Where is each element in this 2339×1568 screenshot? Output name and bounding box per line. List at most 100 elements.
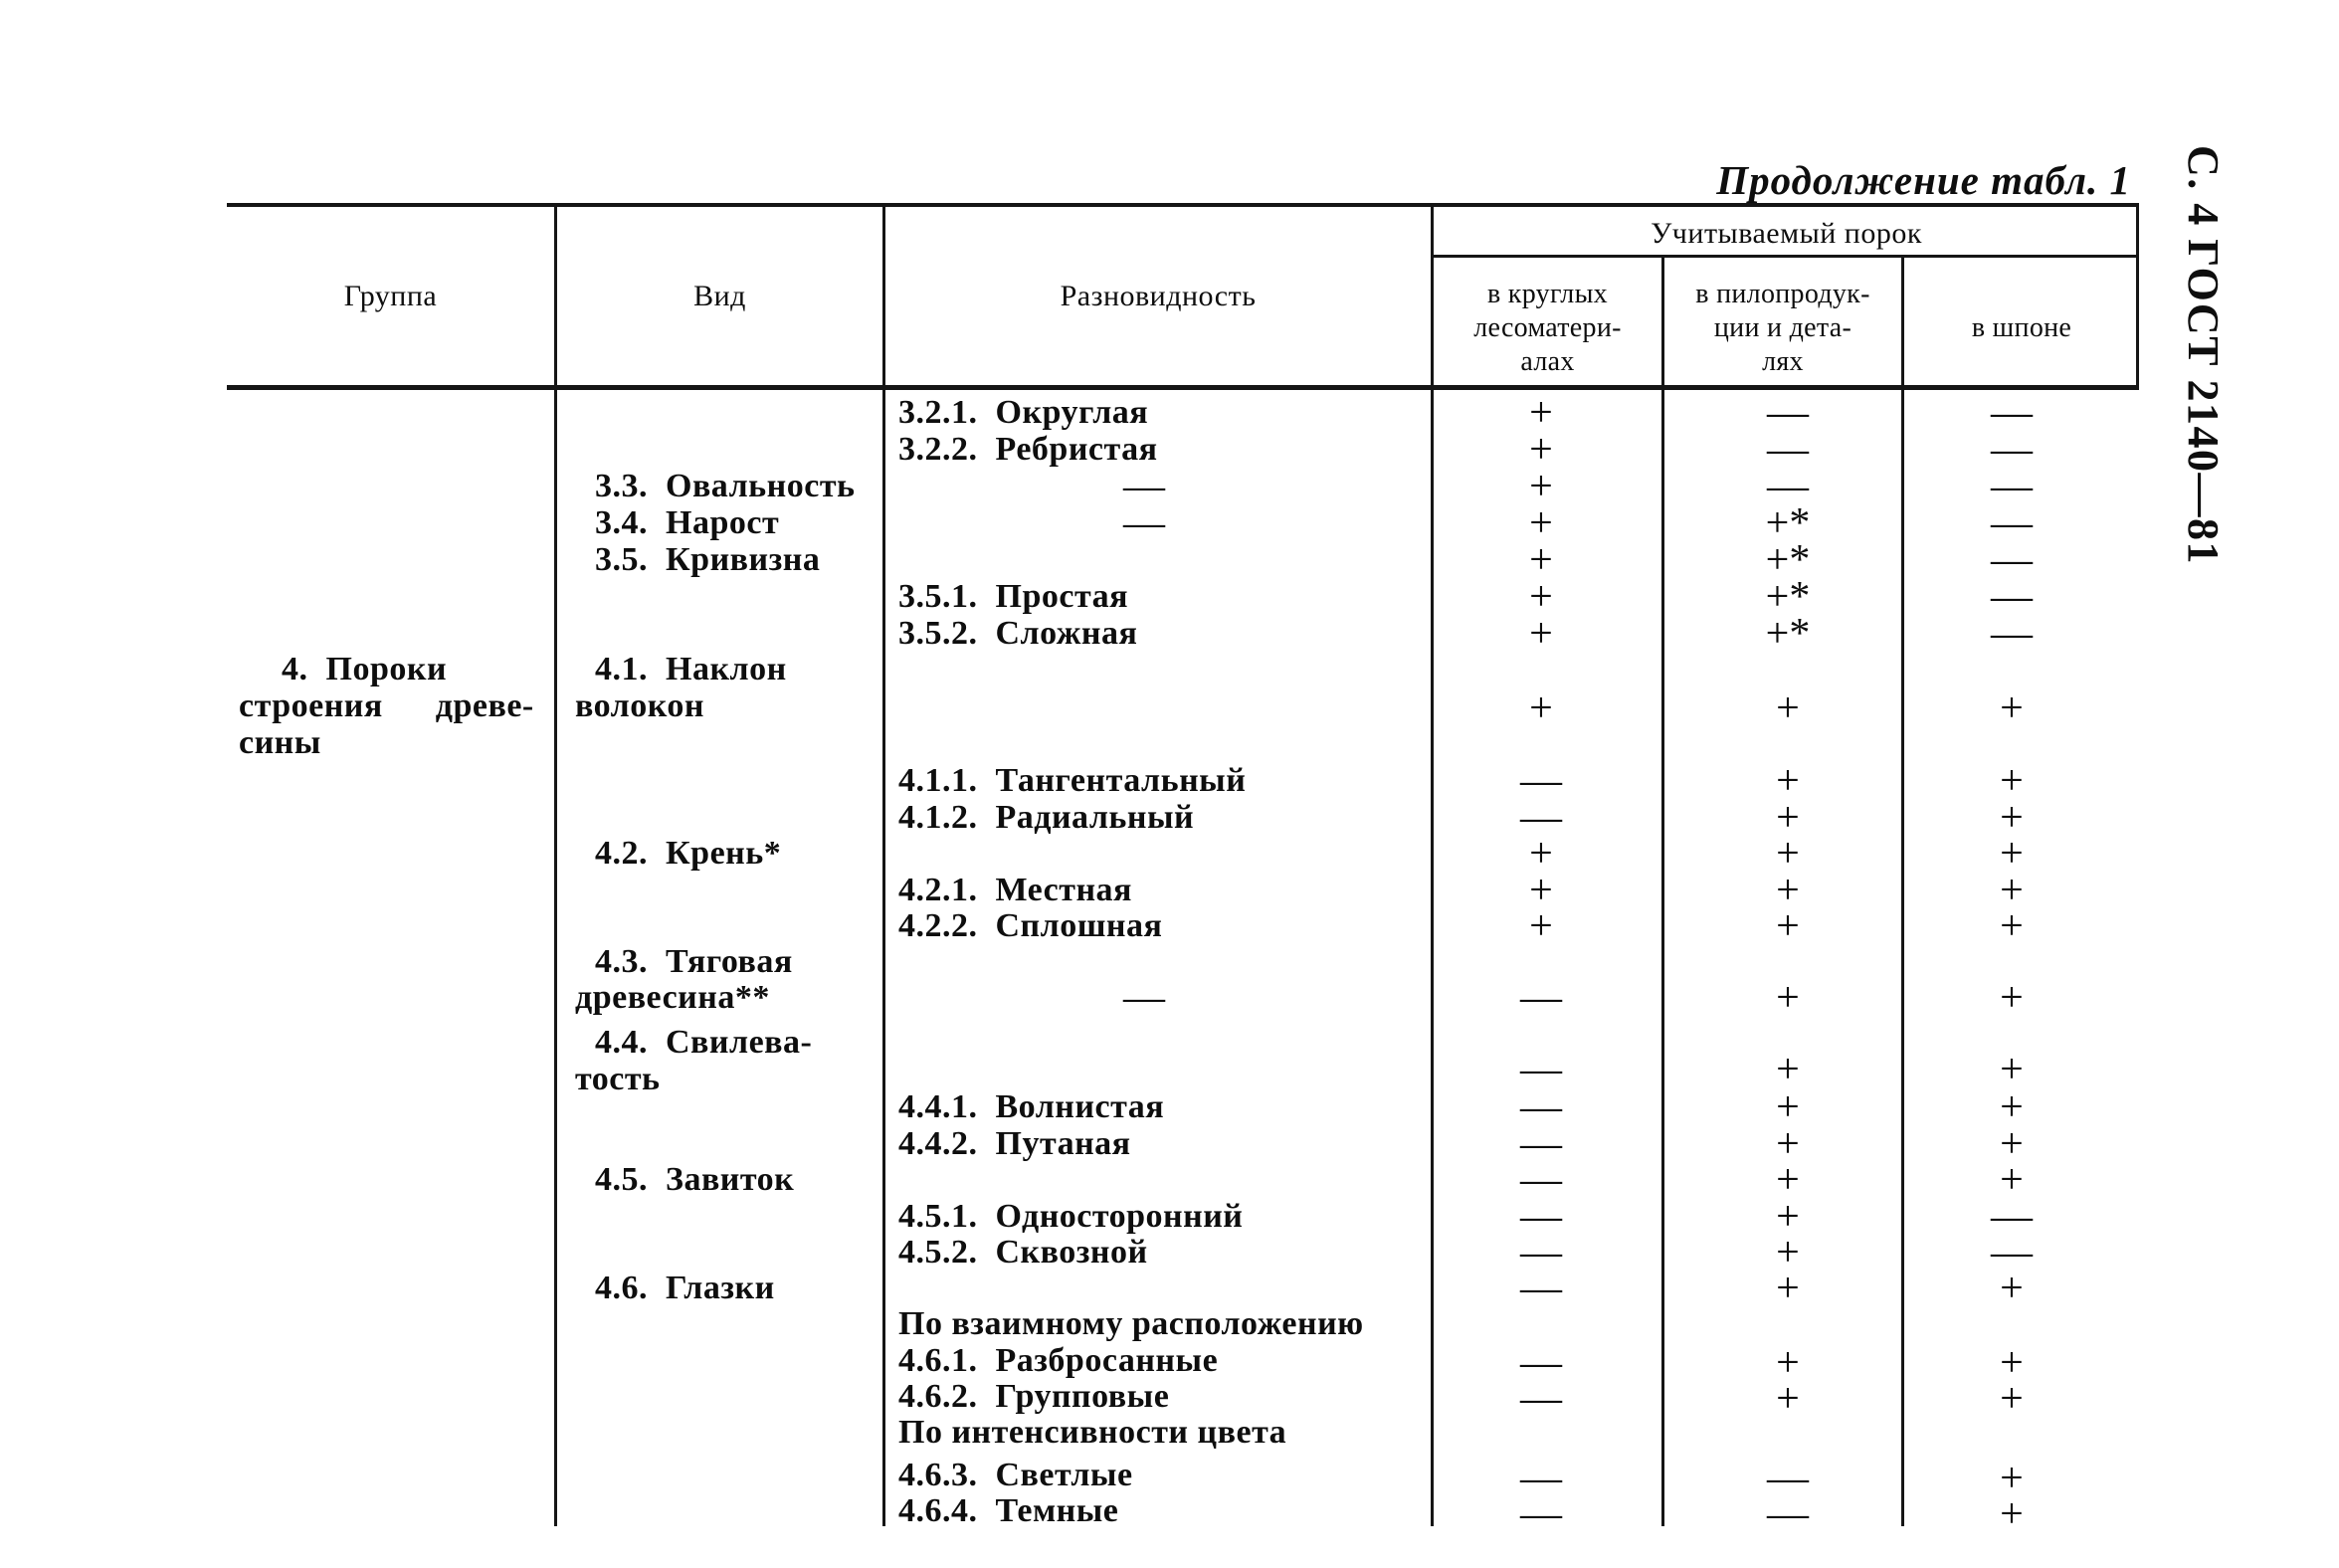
defect-mark-round-timber: — <box>1520 1340 1562 1386</box>
defect-mark-round-timber: — <box>1520 758 1562 804</box>
defect-mark-veneer: + <box>2000 1376 2024 1422</box>
defect-mark-sawn-products: + <box>1776 1084 1800 1130</box>
variety-cell-line: 4.6.4. Темные <box>898 1492 1119 1529</box>
kind-cell-line: 4.5. Завиток <box>595 1161 795 1198</box>
defect-mark-veneer: + <box>2000 1456 2024 1501</box>
column-header-round-timber-line2: лесоматери- <box>1473 312 1622 343</box>
page-side-label: С. 4 ГОСТ 2140—81 <box>2179 145 2228 566</box>
defect-mark-round-timber: — <box>1520 975 1562 1021</box>
defect-mark-round-timber: — <box>1520 1121 1562 1167</box>
defect-mark-round-timber: — <box>1520 1456 1562 1501</box>
kind-cell-line: 4.1. Наклон <box>595 651 787 687</box>
variety-cell-line: 4.6.2. Групповые <box>898 1378 1170 1415</box>
defect-mark-veneer: — <box>1991 1194 2033 1240</box>
variety-cell-line: 4.2.2. Сплошная <box>898 907 1163 944</box>
defect-mark-round-timber: + <box>1529 831 1553 877</box>
kind-cell-line: древесина** <box>575 979 770 1016</box>
defect-mark-sawn-products: + <box>1776 868 1800 913</box>
defect-mark-veneer: + <box>2000 1340 2024 1386</box>
defect-mark-veneer: — <box>1991 390 2033 436</box>
kind-cell-line: волокон <box>575 687 704 724</box>
defect-mark-sawn-products: — <box>1767 427 1809 473</box>
defect-mark-veneer: + <box>2000 903 2024 949</box>
variety-cell-line: 4.1.1. Тангентальный <box>898 762 1247 799</box>
defect-mark-round-timber: + <box>1529 464 1553 509</box>
variety-cell-line: 4.5.2. Сквозной <box>898 1234 1148 1271</box>
column-header-sawn-products-line3: лях <box>1762 346 1804 377</box>
defect-mark-sawn-products: + <box>1776 758 1800 804</box>
column-header-round-timber-line1: в круглых <box>1486 279 1608 309</box>
defect-mark-sawn-products: + <box>1776 1376 1800 1422</box>
defect-mark-round-timber: — <box>1520 1047 1562 1092</box>
defect-header-underline <box>1433 255 2139 258</box>
defect-mark-sawn-products: + <box>1776 1121 1800 1167</box>
kind-cell-line: 3.5. Кривизна <box>595 541 821 578</box>
defect-mark-round-timber: — <box>1520 1230 1562 1275</box>
defect-mark-veneer: — <box>1991 500 2033 546</box>
defect-mark-sawn-products: — <box>1767 464 1809 509</box>
defect-mark-sawn-products: — <box>1767 1456 1809 1501</box>
defect-mark-veneer: + <box>2000 1491 2024 1537</box>
defect-mark-round-timber: — <box>1520 1084 1562 1130</box>
defect-mark-veneer: + <box>2000 686 2024 731</box>
defect-mark-sawn-products: + <box>1776 1047 1800 1092</box>
kind-cell-line: 4.6. Глазки <box>595 1270 775 1306</box>
defect-mark-round-timber: — <box>1520 1266 1562 1311</box>
defect-mark-veneer: + <box>2000 758 2024 804</box>
defect-mark-veneer: + <box>2000 831 2024 877</box>
defect-mark-sawn-products: + <box>1776 903 1800 949</box>
variety-cell-line: 4.2.1. Местная <box>898 872 1132 908</box>
table-right-border-header <box>2136 203 2139 388</box>
column-separator-round-sawn <box>1661 255 1664 1526</box>
defect-mark-round-timber: — <box>1520 1491 1562 1537</box>
defect-mark-round-timber: — <box>1520 1194 1562 1240</box>
defect-mark-round-timber: + <box>1529 903 1553 949</box>
defect-mark-sawn-products: +* <box>1765 537 1811 583</box>
variety-cell-line: 3.5.2. Сложная <box>898 615 1138 652</box>
defect-mark-round-timber: + <box>1529 390 1553 436</box>
variety-cell-line: 4.4.1. Волнистая <box>898 1088 1165 1125</box>
kind-cell-line: 3.4. Нарост <box>595 504 780 541</box>
defect-mark-veneer: + <box>2000 1084 2024 1130</box>
defect-mark-sawn-products: +* <box>1765 500 1811 546</box>
defect-mark-round-timber: + <box>1529 427 1553 473</box>
defect-mark-sawn-products: + <box>1776 975 1800 1021</box>
column-header-round-timber-line3: алах <box>1520 346 1575 377</box>
kind-cell-line: 3.3. Овальность <box>595 468 856 504</box>
kind-cell-line: 4.3. Тяговая <box>595 943 793 980</box>
column-separator-variety-defect <box>1431 203 1434 1526</box>
defect-mark-sawn-products: + <box>1776 1157 1800 1203</box>
defect-mark-sawn-products: + <box>1776 1340 1800 1386</box>
defect-mark-veneer: + <box>2000 1157 2024 1203</box>
kind-cell-line: 4.2. Крень* <box>595 835 782 872</box>
defect-mark-round-timber: + <box>1529 500 1553 546</box>
defect-mark-sawn-products: — <box>1767 1491 1809 1537</box>
defect-mark-veneer: + <box>2000 1121 2024 1167</box>
defect-mark-round-timber: + <box>1529 868 1553 913</box>
variety-dash: — <box>1123 975 1165 1021</box>
defect-mark-sawn-products: + <box>1776 686 1800 731</box>
defect-mark-sawn-products: +* <box>1765 611 1811 657</box>
defect-mark-sawn-products: — <box>1767 390 1809 436</box>
defect-mark-round-timber: — <box>1520 795 1562 841</box>
defect-mark-round-timber: — <box>1520 1376 1562 1422</box>
defect-mark-veneer: — <box>1991 1230 2033 1275</box>
defect-mark-veneer: + <box>2000 1266 2024 1311</box>
defect-mark-round-timber: + <box>1529 611 1553 657</box>
defect-mark-sawn-products: + <box>1776 1230 1800 1275</box>
defect-mark-veneer: — <box>1991 427 2033 473</box>
variety-cell-line: 3.5.1. Простая <box>898 578 1128 615</box>
variety-cell-line: 3.2.1. Округлая <box>898 394 1149 431</box>
defect-mark-veneer: + <box>2000 795 2024 841</box>
defect-mark-veneer: + <box>2000 868 2024 913</box>
column-separator-kind-variety <box>882 203 885 1526</box>
defect-mark-veneer: — <box>1991 574 2033 620</box>
column-header-veneer: в шпоне <box>1971 312 2072 343</box>
defect-mark-sawn-products: + <box>1776 795 1800 841</box>
group-cell-line: сины <box>239 724 321 761</box>
group-cell-line: 4. Пороки <box>282 651 448 687</box>
variety-dash: — <box>1123 464 1165 509</box>
column-separator-sawn-veneer <box>1901 255 1904 1526</box>
column-header-considered-defect: Учитываемый порок <box>1651 217 1922 250</box>
